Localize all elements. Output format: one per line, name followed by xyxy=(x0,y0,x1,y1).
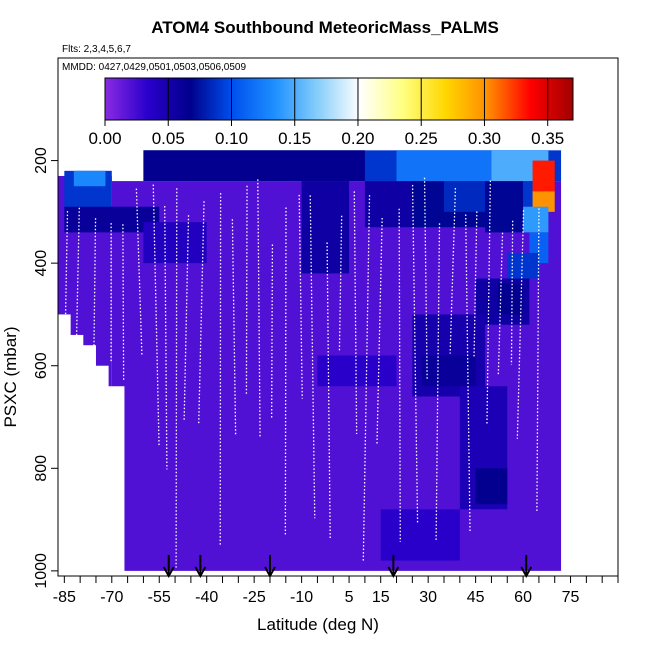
heatmap-cell xyxy=(485,181,524,233)
colorbar-tick-label: 0.05 xyxy=(152,129,185,148)
arrow-head xyxy=(520,566,533,579)
profile-line xyxy=(435,223,441,542)
y-tick-label: 800 xyxy=(33,455,50,482)
profile-line xyxy=(516,210,525,439)
profile-line xyxy=(152,184,160,446)
y-tick-label: 200 xyxy=(33,147,50,174)
colorbar-tick-label: 0.25 xyxy=(405,129,438,148)
colorbar-tick-label: 0.20 xyxy=(341,129,374,148)
profile-line xyxy=(376,218,383,445)
colorbar-tick-label: 0.10 xyxy=(215,129,248,148)
y-axis-label: PSXC (mbar) xyxy=(1,326,20,427)
profile-line xyxy=(486,180,492,426)
profile-line xyxy=(175,188,178,568)
x-tick-label: 15 xyxy=(372,589,390,606)
x-axis-label: Latitude (deg N) xyxy=(257,615,379,634)
flights-label: Flts: 2,3,4,5,6,7 xyxy=(62,44,131,55)
profile-line xyxy=(183,215,190,420)
y-tick-label: 400 xyxy=(33,250,50,277)
heatmap-cell xyxy=(73,170,106,187)
x-tick-label: 30 xyxy=(419,589,437,606)
profile-line xyxy=(270,244,274,419)
colorbar-tick-label: 0.35 xyxy=(531,129,564,148)
profile-line xyxy=(231,219,237,436)
profile-line xyxy=(497,232,504,377)
profile-line xyxy=(411,184,419,525)
profile-line xyxy=(510,220,514,365)
profile-line xyxy=(245,185,248,396)
x-tick-label: 60 xyxy=(514,589,532,606)
heatmap-cell xyxy=(317,355,397,387)
chart-title: ATOM4 Southbound MeteoricMass_PALMS xyxy=(151,18,499,37)
profile-line xyxy=(423,177,428,381)
x-tick-label: -25 xyxy=(243,589,266,606)
profile-line xyxy=(92,218,97,438)
profile-line xyxy=(61,211,69,472)
y-tick-label: 1000 xyxy=(33,553,50,589)
arrow-head xyxy=(194,566,207,579)
colorbar-tick-label: 0.00 xyxy=(88,129,121,148)
profile-line xyxy=(465,214,471,533)
heatmap-cell xyxy=(532,160,555,192)
x-tick-label: -55 xyxy=(148,589,171,606)
x-tick-label: 45 xyxy=(467,589,485,606)
heatmap-cell xyxy=(380,509,460,561)
x-tick-label: 75 xyxy=(562,589,580,606)
x-tick-label: 5 xyxy=(345,589,354,606)
heatmap-cell xyxy=(421,355,476,387)
heatmap-cell xyxy=(497,283,524,315)
x-tick-label: -85 xyxy=(53,589,76,606)
profile-line xyxy=(362,195,371,562)
profile-line xyxy=(398,208,401,543)
colorbar-tick-label: 0.15 xyxy=(278,129,311,148)
dates-label: MMDD: 0427,0429,0501,0503,0506,0509 xyxy=(62,62,247,73)
profile-line xyxy=(257,179,261,439)
flight-profiles xyxy=(61,177,540,568)
heatmap-cell xyxy=(143,150,365,182)
colorbar-tick-label: 0.30 xyxy=(468,129,501,148)
profile-line xyxy=(326,242,331,540)
x-tick-label: -70 xyxy=(100,589,123,606)
y-tick-label: 600 xyxy=(33,352,50,379)
x-tick-label: -10 xyxy=(290,589,313,606)
colorbar xyxy=(104,77,574,121)
profile-line xyxy=(198,201,205,425)
no-data-region xyxy=(58,386,125,576)
arrow-head xyxy=(387,566,400,579)
heatmap-cell xyxy=(475,468,508,505)
heatmap-cell xyxy=(143,222,207,264)
plot-frame xyxy=(57,57,619,577)
heatmap-cell xyxy=(443,181,486,212)
x-tick-label: -40 xyxy=(195,589,218,606)
heatmap-cells xyxy=(58,150,562,576)
profile-line xyxy=(309,195,316,519)
heatmap-cell xyxy=(523,206,549,233)
profile-line xyxy=(338,215,343,351)
profile-line xyxy=(536,208,540,512)
profile-line xyxy=(298,194,303,399)
profile-line xyxy=(122,224,125,381)
arrow-head xyxy=(264,566,276,579)
arrow-head xyxy=(162,566,175,579)
